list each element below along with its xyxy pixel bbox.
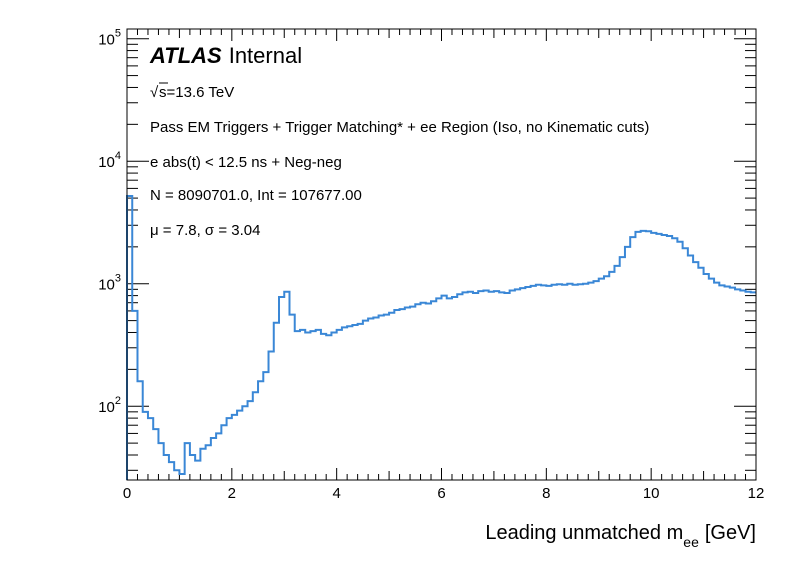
- y-tick-labels: 102 103 104 105: [98, 28, 121, 417]
- y-tick-label: 104: [98, 150, 121, 171]
- x-tick-label: 0: [123, 485, 131, 502]
- x-tick-label: 2: [228, 485, 236, 502]
- sqrt-symbol: √: [150, 84, 159, 101]
- x-tick-label: 12: [748, 485, 765, 502]
- y-tick-label: 103: [98, 273, 121, 294]
- fit-label: μ = 7.8, σ = 3.04: [150, 222, 260, 239]
- energy-label: √ s=13.6 TeV: [150, 82, 234, 101]
- plot-frame: [126, 28, 757, 481]
- x-axis-title-subscript: ee: [683, 534, 699, 550]
- x-tick-label: 8: [542, 485, 550, 502]
- x-axis-title: Leading unmatched mee [GeV]: [485, 522, 756, 550]
- timing-cut-label: e abs(t) < 12.5 ns + Neg-neg: [150, 154, 342, 171]
- x-tick-label: 6: [437, 485, 445, 502]
- x-tick-label: 4: [332, 485, 340, 502]
- atlas-label: ATLAS Internal: [149, 43, 302, 68]
- y-tick-label: 105: [98, 28, 121, 49]
- experiment-status: Internal: [229, 43, 302, 68]
- stats-label: N = 8090701.0, Int = 107677.00: [150, 187, 362, 204]
- x-tick-label: 10: [643, 485, 660, 502]
- x-axis-title-unit: [GeV]: [705, 522, 756, 544]
- x-tick-labels: 0 2 4 6 8 10 12: [123, 485, 765, 502]
- series-line-0: [126, 195, 756, 480]
- experiment-name: ATLAS: [149, 43, 222, 68]
- energy-text: s=13.6 TeV: [159, 84, 234, 101]
- x-axis-title-main: Leading unmatched m: [485, 522, 683, 544]
- selection-label: Pass EM Triggers + Trigger Matching* + e…: [150, 119, 649, 136]
- y-tick-label: 102: [98, 395, 121, 416]
- data-series: [126, 195, 756, 480]
